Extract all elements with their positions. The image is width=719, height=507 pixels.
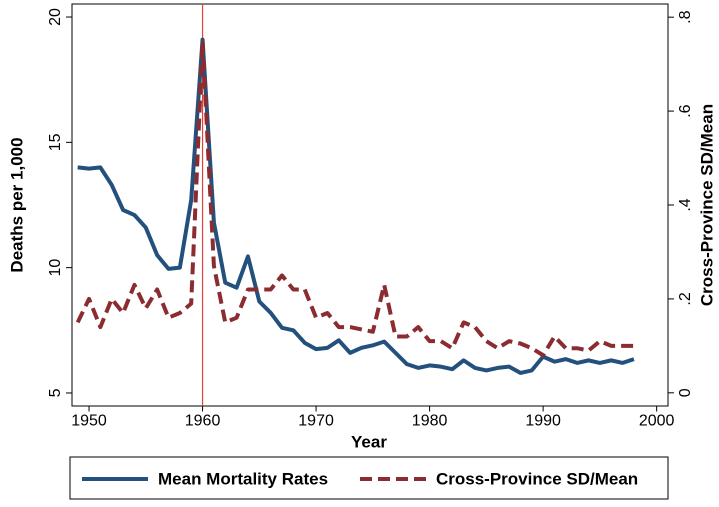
y2-tick-label: 0 <box>677 388 694 397</box>
y-tick-label: 20 <box>47 8 64 26</box>
legend-box <box>69 456 669 500</box>
series-line <box>77 37 635 375</box>
y2-tick-label: .6 <box>677 104 694 117</box>
x-tick-label: 1990 <box>525 413 561 430</box>
x-tick-label: 2000 <box>639 413 675 430</box>
y2-tick-label: .4 <box>677 198 694 211</box>
x-tick-label: 1960 <box>185 413 221 430</box>
legend-label: Cross-Province SD/Mean <box>436 469 638 488</box>
series-line <box>75 38 634 358</box>
y2-tick-label: .2 <box>677 292 694 305</box>
x-tick-label: 1980 <box>412 413 448 430</box>
y-tick-label: 10 <box>47 259 64 277</box>
y2-tick-label: .8 <box>677 10 694 23</box>
x-tick-label: 1950 <box>71 413 107 430</box>
y-axis-title: Deaths per 1,000 <box>7 137 26 272</box>
x-axis-title: Year <box>351 432 387 451</box>
y2-axis-title: Cross-Province SD/Mean <box>697 104 716 306</box>
y-tick-label: 15 <box>47 133 64 151</box>
x-tick-label: 1970 <box>298 413 334 430</box>
y-tick-label: 5 <box>47 388 64 397</box>
legend-label: Mean Mortality Rates <box>158 469 328 488</box>
